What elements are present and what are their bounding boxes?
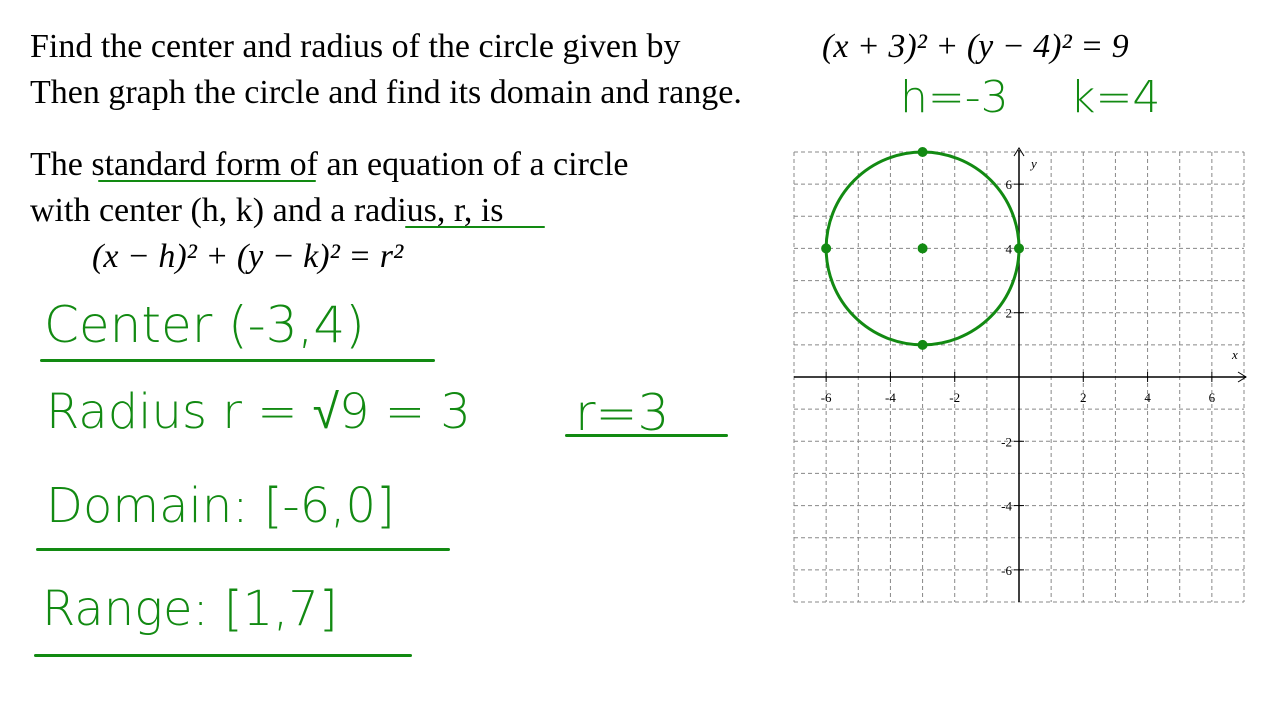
x-tick-label: 6 xyxy=(1209,390,1216,405)
problem-text: Find the center and radius of the circle… xyxy=(30,28,681,65)
definition-equation: (x − h)² + (y − k)² = r² xyxy=(92,238,404,275)
note-k: k=4 xyxy=(1070,72,1161,123)
axis-arrow xyxy=(1013,147,1025,157)
center-work: Center (-3,4) xyxy=(44,296,365,354)
radius-work: Radius r = √9 = 3 xyxy=(46,384,471,440)
x-tick-label: -6 xyxy=(821,390,832,405)
definition-text: The standard form of an equation of a ci… xyxy=(30,146,629,183)
y-tick-label: -4 xyxy=(1001,499,1012,514)
y-tick-label: -2 xyxy=(1001,434,1012,449)
problem-equation: (x + 3)² + (y − 4)² = 9 xyxy=(822,28,1129,65)
point xyxy=(1014,243,1024,254)
domain-work: Domain: [-6,0] xyxy=(46,478,395,534)
point xyxy=(917,339,928,350)
y-tick-label: -6 xyxy=(1001,563,1012,578)
x-tick-label: -2 xyxy=(949,390,960,405)
point xyxy=(917,147,928,157)
range-work: Range: [1,7] xyxy=(42,581,338,637)
problem-text: Then graph the circle and find its domai… xyxy=(30,74,742,111)
x-tick-label: 4 xyxy=(1144,390,1151,405)
point xyxy=(917,243,928,254)
underline xyxy=(98,180,316,182)
point xyxy=(821,243,832,254)
x-tick-label: -4 xyxy=(885,390,896,405)
definition-text: with center (h, k) and a radius, r, is xyxy=(30,192,504,229)
axis-label: y xyxy=(1029,156,1037,171)
axis-arrow xyxy=(1237,371,1247,383)
underline xyxy=(36,548,450,551)
x-tick-label: 2 xyxy=(1080,390,1087,405)
note-h: h=-3 xyxy=(900,72,1009,123)
y-tick-label: 2 xyxy=(1006,306,1013,321)
underline xyxy=(405,226,545,228)
underline xyxy=(34,654,412,657)
underline xyxy=(565,434,728,437)
y-tick-label: 4 xyxy=(1006,241,1013,256)
underline xyxy=(40,359,435,362)
y-tick-label: 6 xyxy=(1006,177,1013,192)
axis-label: x xyxy=(1231,347,1238,362)
radius-result: r=3 xyxy=(575,384,670,442)
